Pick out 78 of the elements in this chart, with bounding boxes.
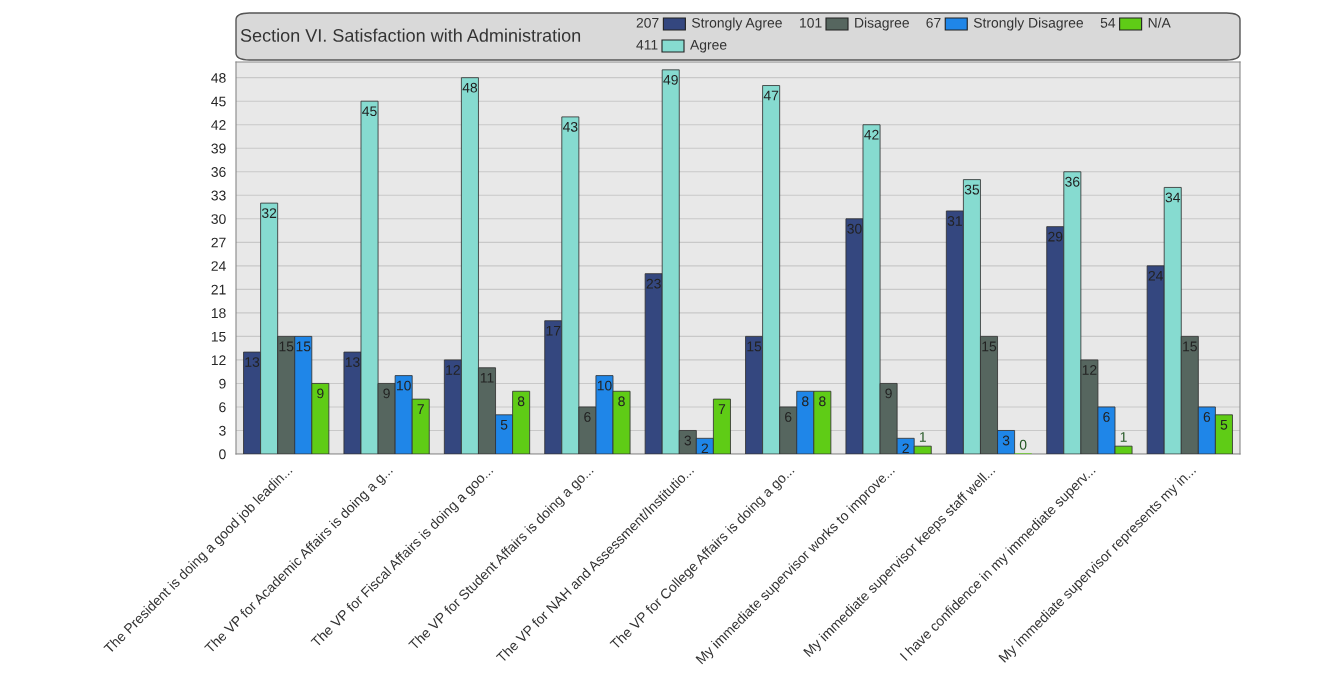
y-tick-label: 45: [211, 96, 226, 107]
data-label: 48: [462, 82, 478, 93]
data-label: 24: [1148, 270, 1163, 281]
data-label: 12: [446, 364, 460, 375]
data-label: 11: [480, 372, 494, 383]
legend-label: Agree: [690, 40, 727, 53]
data-label: 15: [296, 341, 311, 352]
y-tick-label: 27: [211, 237, 226, 248]
data-label: 15: [279, 341, 294, 352]
data-label: 10: [397, 380, 411, 391]
data-label: 42: [864, 129, 879, 140]
y-tick-label: 12: [211, 355, 226, 365]
chart-title: Section VI. Satisfaction with Administration: [240, 28, 581, 42]
text: 411: [636, 40, 658, 50]
data-label: 12: [1082, 364, 1097, 375]
y-tick-label: 18: [211, 308, 226, 319]
data-label: 1: [1120, 432, 1127, 442]
y-tick-label: 0: [219, 449, 226, 460]
legend-label: N/A: [1148, 17, 1171, 28]
legend-label: Disagree: [855, 17, 909, 31]
data-label: 8: [618, 396, 625, 407]
data-label: 35: [964, 184, 980, 195]
text: 67: [926, 17, 941, 28]
y-tick-label: 30: [211, 214, 226, 224]
data-label: 0: [1019, 439, 1027, 450]
y-tick-label: 3: [219, 425, 226, 436]
data-label: 36: [1065, 176, 1080, 187]
data-label: 23: [646, 278, 661, 289]
data-label: 6: [1103, 412, 1110, 422]
data-label: 5: [1220, 420, 1228, 430]
y-tick-label: 9: [219, 378, 226, 389]
data-label: 31: [947, 216, 962, 226]
y-tick-label: 42: [211, 120, 226, 130]
y-tick-label: 36: [211, 167, 226, 177]
data-label: 2: [701, 443, 709, 454]
data-label: 6: [1203, 412, 1211, 422]
text: 207: [636, 17, 659, 28]
text: 101: [800, 17, 822, 28]
data-label: 15: [982, 341, 997, 352]
data-label: 5: [500, 420, 508, 430]
legend-label: Strongly Disagree: [973, 17, 1084, 31]
data-label: 8: [517, 396, 525, 407]
data-label: 9: [885, 388, 892, 399]
data-label: 49: [663, 74, 678, 85]
legend-label: Strongly Agree: [692, 17, 782, 31]
data-label: 13: [245, 357, 260, 367]
data-label: 43: [562, 121, 578, 132]
text: 54: [1100, 18, 1116, 28]
y-tick-label: 48: [211, 73, 226, 83]
y-tick-label: 39: [211, 143, 226, 154]
data-label: 9: [317, 388, 324, 399]
y-tick-label: 6: [219, 402, 226, 413]
data-label: 30: [847, 223, 862, 234]
y-tick-label: 21: [211, 284, 226, 295]
data-label: 15: [1183, 341, 1197, 352]
y-tick-label: 33: [211, 190, 226, 201]
data-label: 29: [1048, 231, 1063, 242]
data-label: 13: [345, 357, 360, 367]
data-label: 32: [261, 208, 277, 219]
y-tick-label: 15: [211, 331, 226, 342]
data-label: 8: [819, 396, 826, 407]
data-label: 1: [919, 432, 926, 442]
data-label: 8: [802, 396, 809, 407]
data-label: 15: [747, 341, 762, 352]
data-label: 17: [546, 325, 561, 336]
data-label: 6: [785, 412, 792, 422]
data-label: 7: [417, 404, 424, 414]
data-label: 10: [597, 380, 612, 391]
data-label: 7: [718, 404, 726, 414]
data-label: 3: [1002, 435, 1010, 446]
data-label: 2: [902, 443, 909, 454]
y-tick-label: 24: [211, 261, 226, 271]
data-label: 34: [1165, 192, 1181, 203]
data-label: 45: [362, 106, 377, 117]
data-label: 3: [684, 435, 692, 446]
data-label: 6: [584, 412, 591, 422]
data-label: 9: [383, 388, 390, 399]
data-label: 47: [763, 90, 779, 101]
